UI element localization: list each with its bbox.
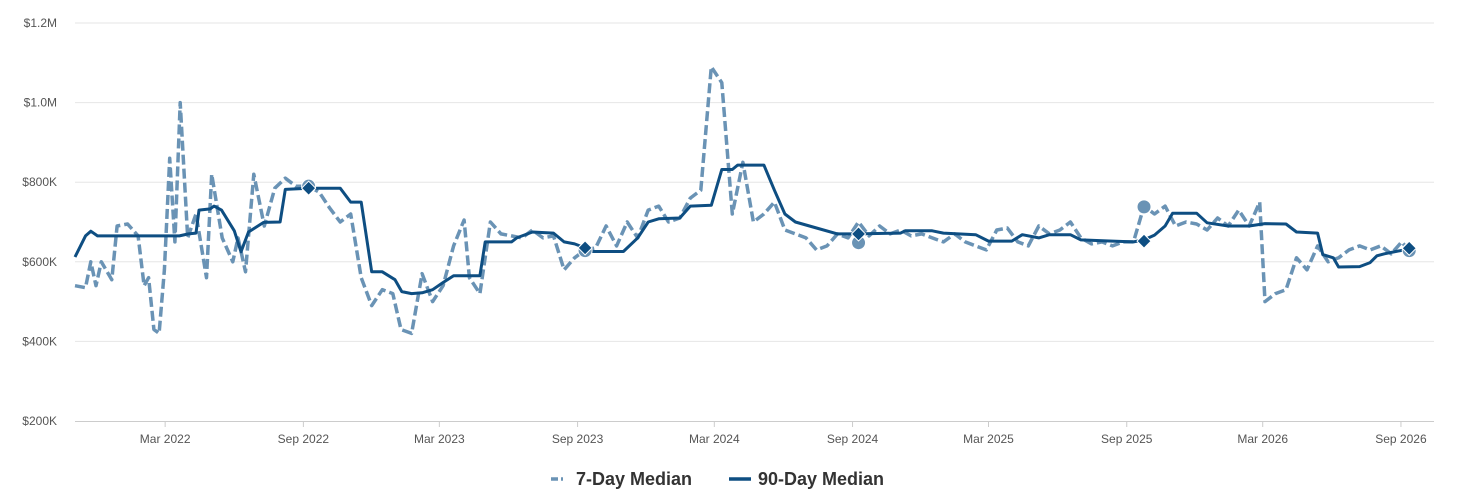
x-tick-label: Sep 2024 — [827, 432, 879, 446]
y-tick-label: $1.0M — [24, 96, 57, 110]
marker-90-day[interactable] — [1401, 240, 1417, 256]
x-tick-label: Sep 2023 — [552, 432, 604, 446]
legend-item-90-day[interactable]: 90-Day Median — [729, 469, 884, 489]
marker-90-day[interactable] — [577, 240, 593, 256]
y-tick-label: $800K — [22, 175, 57, 189]
x-tick-label: Mar 2024 — [689, 432, 740, 446]
legend-label-90-day: 90-Day Median — [758, 469, 884, 489]
y-tick-label: $400K — [22, 334, 57, 348]
marker-7-day[interactable] — [1136, 199, 1152, 215]
marker-90-day[interactable] — [300, 180, 317, 196]
y-tick-label: $1.2M — [24, 16, 57, 30]
x-tick-label: Sep 2026 — [1375, 432, 1427, 446]
y-tick-label: $200K — [22, 414, 57, 428]
series-lines — [73, 65, 1411, 336]
x-tick-label: Mar 2025 — [963, 432, 1014, 446]
x-tick-label: Mar 2022 — [140, 432, 191, 446]
legend-item-7-day[interactable]: 7-Day Median — [551, 469, 692, 489]
series-line-90-day — [73, 163, 1410, 296]
legend: 7-Day Median 90-Day Median — [551, 469, 884, 489]
x-tick-label: Mar 2026 — [1237, 432, 1288, 446]
y-axis-labels: $200K $400K $600K $800K $1.0M $1.2M — [22, 16, 57, 428]
grid-lines — [75, 22, 1434, 342]
series-line-7-day — [74, 65, 1411, 336]
x-tick-label: Sep 2025 — [1101, 432, 1153, 446]
x-tick-label: Mar 2023 — [414, 432, 465, 446]
marker-90-day[interactable] — [850, 226, 867, 242]
marker-90-day[interactable] — [1136, 233, 1152, 249]
y-tick-label: $600K — [22, 255, 57, 269]
legend-label-7-day: 7-Day Median — [576, 469, 692, 489]
x-axis-labels: Mar 2022 Sep 2022 Mar 2023 Sep 2023 Mar 2024… — [140, 421, 1427, 446]
series-markers[interactable] — [300, 178, 1417, 259]
x-tick-label: Sep 2022 — [278, 432, 330, 446]
